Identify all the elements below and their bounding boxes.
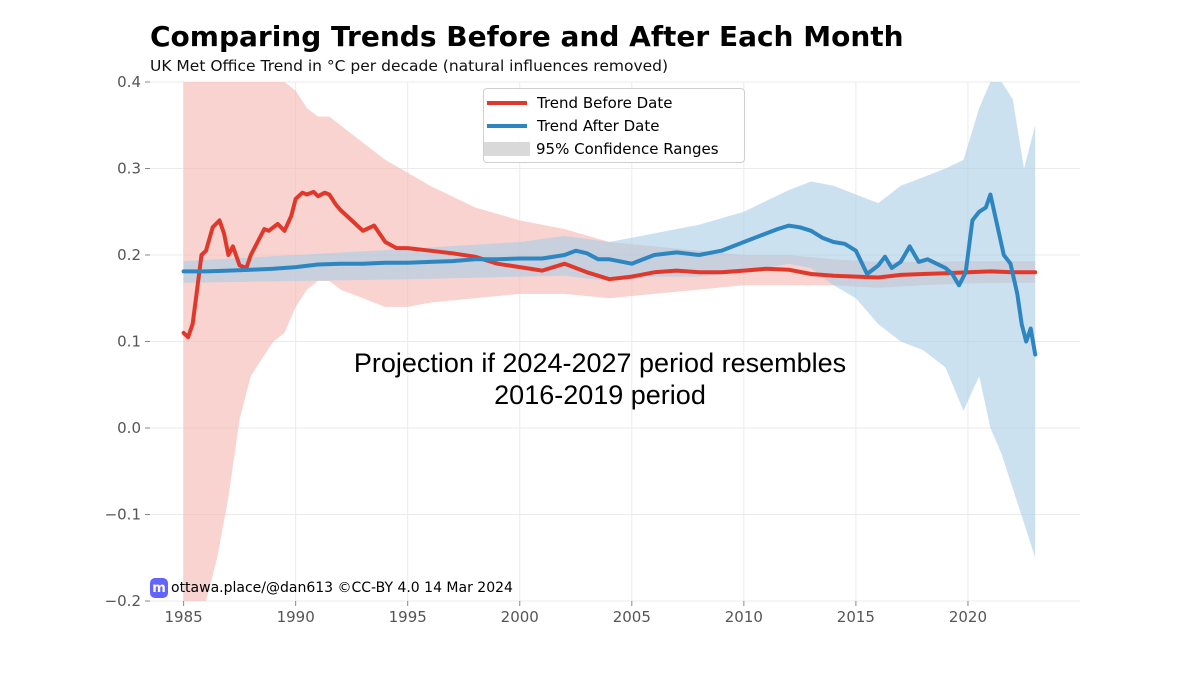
legend-label-before: Trend Before Date [537,94,673,112]
legend-label-after: Trend After Date [537,117,660,135]
projection-annotation: Projection if 2024-2027 period resembles… [300,347,900,411]
legend-swatch-ci [484,142,530,156]
annotation-line-1: Projection if 2024-2027 period resembles [353,348,847,378]
confidence-band-before [183,82,1036,601]
legend-item-ci: 95% Confidence Ranges [484,139,719,159]
x-tick-label: 2015 [837,608,875,626]
legend-swatch-after [487,124,527,128]
y-tick-label: −0.1 [105,506,141,524]
series-line-after [181,192,1038,357]
y-tick-label: 0.2 [117,246,141,264]
x-tick-label: 1990 [277,608,315,626]
legend-swatch-before [487,101,527,105]
y-tick-label: 0.4 [117,73,141,91]
annotation-line-2: 2016-2019 period [494,380,706,410]
x-tick-label: 1985 [165,608,203,626]
credit-line: m ottawa.place/@dan613 ©CC-BY 4.0 14 Mar… [150,578,513,598]
legend: Trend Before Date Trend After Date 95% C… [483,88,745,163]
confidence-band-after [183,82,1036,558]
trend-lines [181,189,1038,357]
x-tick-label: 2000 [501,608,539,626]
y-tick-label: 0.3 [117,160,141,178]
axis-ticks: 1985 1990 1995 2000 2005 2010 2015 2020 0.4 0.3 0.… [105,73,987,626]
confidence-bands [183,82,1036,601]
legend-label-ci: 95% Confidence Ranges [536,140,719,158]
legend-item-after: Trend After Date [487,116,659,136]
series-line-before [181,189,1038,340]
y-tick-label: 0.1 [117,333,141,351]
chart-subtitle: UK Met Office Trend in °C per decade (na… [150,57,669,75]
y-tick-label: 0.0 [117,419,141,437]
x-tick-label: 2020 [949,608,987,626]
x-tick-label: 1995 [389,608,427,626]
mastodon-icon: m [150,578,168,598]
chart-title: Comparing Trends Before and After Each M… [150,20,904,53]
x-tick-label: 2010 [725,608,763,626]
legend-item-before: Trend Before Date [487,93,672,113]
y-tick-label: −0.2 [105,592,141,610]
x-tick-label: 2005 [613,608,651,626]
credit-text: ottawa.place/@dan613 ©CC-BY 4.0 14 Mar 2… [171,580,513,596]
